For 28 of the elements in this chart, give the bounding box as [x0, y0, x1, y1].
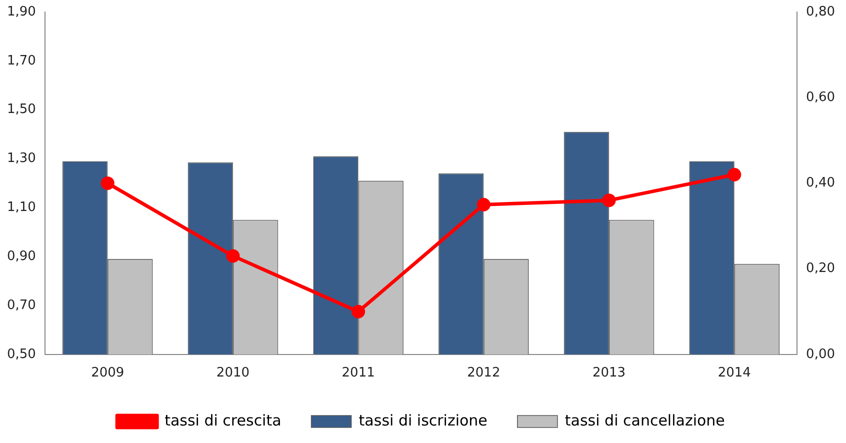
point: [602, 194, 616, 208]
point: [728, 168, 742, 182]
point: [100, 176, 114, 190]
y2-tick-label: 0,20: [806, 261, 836, 276]
legend-label: tassi di cancellazione: [564, 411, 725, 430]
y-tick-label: 0,50: [6, 346, 36, 362]
y-tick-label: 1,70: [6, 53, 36, 68]
y-tick-label: 1,50: [6, 102, 36, 118]
x-tick-label: 2013: [592, 366, 626, 381]
x-tick-label: 2011: [342, 366, 375, 381]
point: [352, 304, 366, 318]
y-tick-label: 1,10: [6, 200, 36, 216]
y-tick-label: 0,90: [6, 248, 36, 264]
x-tick-label: 2010: [216, 366, 250, 381]
y-tick-label: 0,70: [6, 298, 36, 313]
legend-label: tassi di iscrizione: [358, 411, 488, 430]
x-tick-label: 2014: [718, 366, 751, 381]
x-tick-label: 2009: [91, 366, 124, 381]
legend-label: tassi di crescita: [164, 411, 282, 430]
y2-tick-label: 0,80: [806, 4, 836, 20]
y-tick-label: 1,30: [6, 151, 36, 166]
y2-tick-label: 0,60: [806, 90, 836, 105]
y2-tick-label: 0,40: [806, 176, 836, 191]
x-tick-label: 2012: [467, 366, 500, 381]
y2-tick-label: 0,00: [806, 346, 836, 362]
point: [476, 198, 490, 212]
point: [226, 249, 240, 263]
y-tick-label: 1,90: [6, 4, 36, 20]
